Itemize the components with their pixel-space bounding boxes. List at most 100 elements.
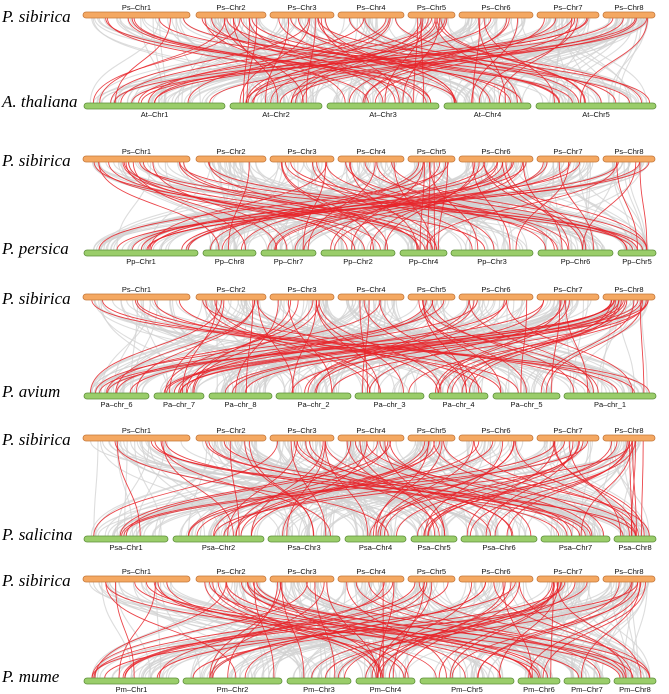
bottom-chromosome-bar — [260, 249, 317, 257]
background-link — [442, 440, 601, 537]
background-link — [430, 299, 531, 394]
background-link — [470, 581, 569, 679]
top-chromosome-bar — [407, 575, 456, 583]
background-link — [576, 581, 635, 679]
highlight-link — [363, 299, 467, 394]
highlight-link — [120, 17, 365, 104]
highlight-link — [201, 17, 522, 104]
top-chromosome-label: Ps–Chr7 — [553, 426, 582, 435]
background-link — [190, 440, 416, 537]
highlight-links — [92, 17, 651, 104]
bottom-chromosome-label: Pm–Chr2 — [217, 685, 249, 694]
background-link — [113, 440, 319, 537]
background-link — [238, 17, 372, 104]
highlight-link — [232, 299, 620, 394]
bottom-chromosome-bar — [344, 535, 407, 543]
highlight-link — [366, 440, 637, 537]
highlight-link — [156, 581, 566, 679]
top-chromosome-label: Ps–Chr4 — [356, 3, 385, 12]
highlight-link — [565, 299, 589, 394]
background-link — [115, 17, 409, 104]
highlight-link — [116, 440, 141, 537]
background-link — [158, 17, 298, 104]
highlight-link — [483, 161, 648, 251]
highlight-link — [316, 299, 475, 394]
top-chromosome-label: Ps–Chr8 — [614, 3, 643, 12]
highlight-link — [186, 299, 434, 394]
top-chromosome-label: Ps–Chr3 — [287, 567, 316, 576]
highlight-link — [281, 161, 389, 251]
highlight-link — [153, 581, 502, 679]
background-link — [116, 440, 134, 537]
highlight-link — [362, 299, 370, 394]
top-chromosome-bar — [458, 11, 534, 19]
highlight-link — [506, 440, 628, 537]
bottom-chromosome-label: Psa–Chr5 — [417, 543, 450, 552]
highlight-link — [185, 161, 571, 251]
highlight-link — [92, 17, 241, 104]
highlight-link — [280, 161, 374, 251]
highlight-link — [169, 299, 225, 394]
top-chromosome-bar — [407, 11, 456, 19]
highlight-link — [122, 161, 365, 251]
top-species-label: P. sibirica — [1, 571, 71, 590]
highlight-link — [125, 440, 391, 537]
highlight-link — [134, 299, 502, 394]
bottom-chromosome-label: Pm–Chr7 — [571, 685, 603, 694]
highlight-link — [392, 581, 425, 679]
highlight-link — [122, 581, 416, 679]
highlight-link — [253, 17, 429, 104]
background-link — [543, 440, 635, 537]
top-chromosome-bar — [337, 155, 405, 163]
background-link — [117, 161, 277, 251]
highlight-link — [114, 440, 389, 537]
highlight-link — [270, 17, 436, 104]
highlight-link — [515, 161, 570, 251]
background-link — [348, 17, 417, 104]
top-chromosome-bar — [195, 155, 267, 163]
top-chromosome-label: Ps–Chr5 — [417, 147, 446, 156]
bottom-chromosome-bar — [326, 102, 440, 110]
background-link — [489, 440, 497, 537]
highlight-link — [245, 299, 254, 394]
highlight-link — [364, 17, 602, 104]
highlight-link — [364, 161, 627, 251]
background-link — [387, 17, 590, 104]
highlight-link — [110, 17, 310, 104]
highlight-link — [113, 17, 573, 104]
highlight-link — [178, 299, 482, 394]
background-link — [510, 440, 641, 537]
bottom-chromosome-label: Psa–Chr3 — [287, 543, 320, 552]
highlight-link — [245, 17, 391, 104]
top-chromosome-label: Ps–Chr3 — [287, 147, 316, 156]
highlight-link — [124, 581, 449, 679]
top-chromosome-label: Ps–Chr4 — [356, 567, 385, 576]
background-link — [367, 17, 517, 104]
highlight-link — [212, 581, 487, 679]
background-link — [366, 161, 585, 251]
bottom-chromosome-label: Pm–Chr4 — [370, 685, 402, 694]
background-link — [121, 299, 243, 394]
highlight-link — [121, 440, 556, 537]
highlight-link — [98, 161, 220, 251]
top-chromosome-bar — [407, 434, 456, 442]
background-link — [436, 161, 577, 251]
highlight-link — [505, 161, 587, 251]
highlight-link — [217, 581, 409, 679]
highlight-link — [437, 161, 449, 251]
highlight-link — [389, 440, 532, 537]
top-chromosome-bar — [337, 575, 405, 583]
highlight-link — [246, 581, 466, 679]
highlight-link — [251, 17, 561, 104]
highlight-link — [421, 299, 599, 394]
top-chromosome-bar — [458, 575, 534, 583]
highlight-link — [246, 17, 258, 104]
highlight-link — [520, 299, 528, 394]
background-link — [552, 161, 643, 251]
highlight-link — [226, 581, 532, 679]
background-link — [133, 17, 257, 104]
highlight-link — [106, 17, 369, 104]
highlight-link — [279, 581, 382, 679]
highlight-link — [303, 161, 544, 251]
background-link — [100, 299, 169, 394]
